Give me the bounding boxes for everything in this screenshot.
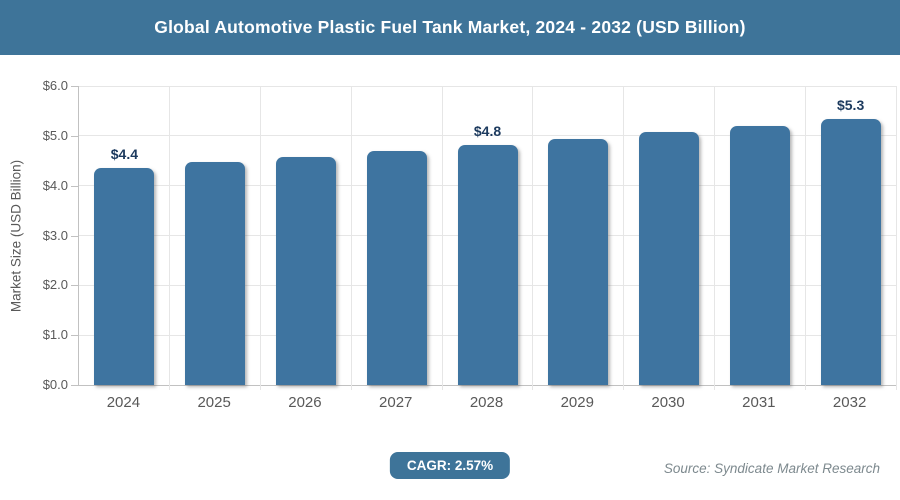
y-axis-tick [71,185,78,187]
x-axis-label: 2026 [288,394,322,411]
chart-title-bar: Global Automotive Plastic Fuel Tank Mark… [0,0,900,55]
gridline-vertical [350,86,352,390]
plot-area: $4.4 $4.8 $5.3 [78,85,897,390]
y-axis-tick [71,235,78,237]
bar [275,156,336,385]
y-tick-label: $6.0 [42,78,68,93]
source-note: Source: Syndicate Market Research [663,461,880,476]
x-axis-label: 2032 [832,394,867,411]
gridline-vertical [623,86,625,390]
y-axis-tick [71,385,78,386]
gridline-horizontal [79,135,896,137]
bar-value-label: $4.8 [473,122,502,139]
bar [185,162,246,385]
gridline-vertical [260,86,262,390]
y-axis-tick [71,335,78,337]
x-axis-label: 2029 [560,394,594,411]
x-axis-label: 2024 [106,394,141,411]
gridline-vertical [441,86,443,390]
y-axis-tick [71,86,78,87]
bar [457,144,518,385]
bar [820,119,881,385]
y-tick-label: $5.0 [42,127,68,143]
gridline-vertical [532,86,534,390]
x-axis-label: 2028 [469,394,504,411]
y-tick-label: $1.0 [42,327,68,343]
gridline-vertical [713,86,715,390]
cagr-badge: CAGR: 2.57% [389,452,511,479]
chart-title: Global Automotive Plastic Fuel Tank Mark… [154,17,746,37]
x-axis-label: 2031 [742,394,776,411]
y-tick-label: $0.0 [42,377,68,392]
gridline-horizontal [79,85,896,87]
x-axis-label: 2030 [651,394,685,411]
x-axis-label: 2025 [197,394,231,411]
bar [548,138,609,385]
y-axis-tick [71,285,78,287]
bar-value-label: $4.4 [110,145,138,162]
bar [94,167,155,385]
bar [366,150,427,385]
bar [729,125,790,385]
y-axis-tick [71,135,78,137]
gridline-vertical [804,86,806,390]
y-tick-label: $3.0 [42,227,68,243]
bar-value-label: $5.3 [836,97,865,114]
x-axis-label: 2027 [379,394,413,411]
y-tick-label: $2.0 [42,277,68,293]
bar [639,132,700,385]
gridline-vertical [169,86,171,390]
y-tick-label: $4.0 [42,177,68,193]
gridline-vertical [895,86,897,390]
